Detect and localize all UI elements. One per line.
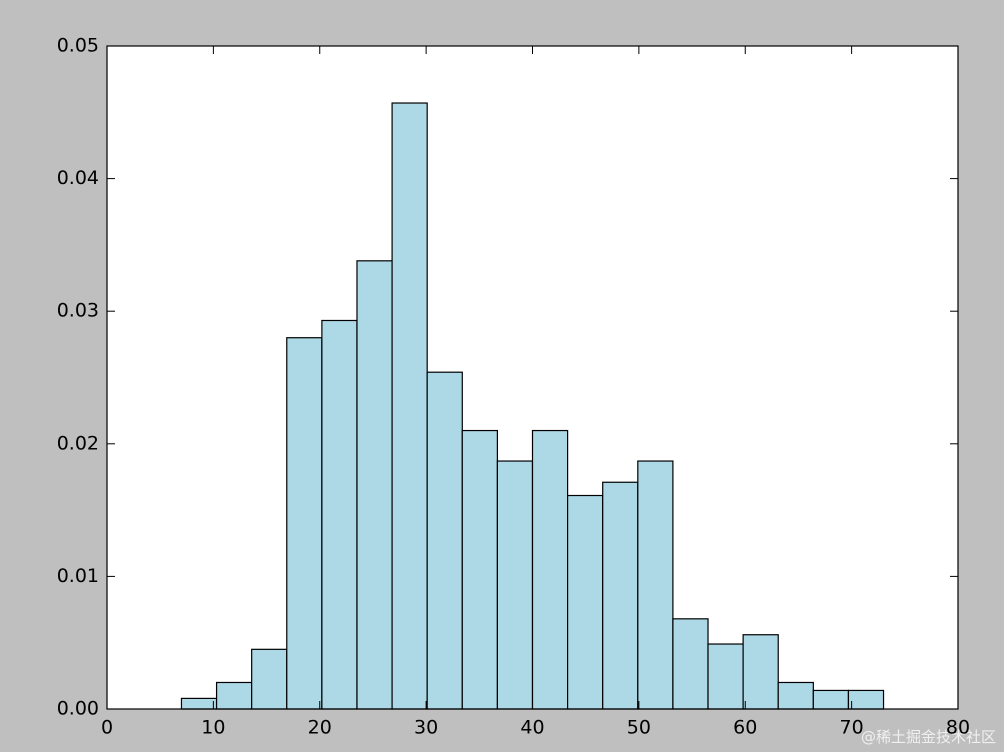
y-tick-label: 0.01 xyxy=(57,565,99,587)
x-tick-label: 60 xyxy=(733,717,757,739)
bar xyxy=(812,689,850,710)
bar xyxy=(637,460,674,710)
bar xyxy=(602,481,639,710)
y-tick-label: 0.02 xyxy=(57,432,99,454)
x-tick-label: 10 xyxy=(201,717,225,739)
bar xyxy=(461,429,498,710)
x-tick-label: 70 xyxy=(840,717,864,739)
bar xyxy=(777,681,814,710)
bar xyxy=(496,460,534,710)
bar xyxy=(672,618,709,710)
bar xyxy=(531,429,569,710)
y-tick-label: 0.00 xyxy=(57,698,99,720)
x-tick-label: 0 xyxy=(101,717,113,739)
x-tick-label: 80 xyxy=(946,717,970,739)
bar xyxy=(251,648,288,710)
bar xyxy=(707,643,744,710)
bar xyxy=(321,319,358,710)
bar xyxy=(847,689,885,710)
watermark: @稀土掘金技术社区 xyxy=(861,728,996,746)
bar xyxy=(391,102,428,710)
x-tick-label: 30 xyxy=(414,717,438,739)
bar xyxy=(742,634,779,710)
y-tick-label: 0.03 xyxy=(57,300,99,322)
bar xyxy=(426,371,463,710)
x-tick-label: 20 xyxy=(308,717,332,739)
bar xyxy=(286,337,323,710)
y-tick-label: 0.05 xyxy=(57,35,99,57)
x-tick-label: 50 xyxy=(627,717,651,739)
bar xyxy=(180,697,218,710)
bar xyxy=(356,260,393,710)
bar xyxy=(567,494,604,710)
x-tick-label: 40 xyxy=(520,717,544,739)
y-tick-label: 0.04 xyxy=(57,167,99,189)
bar xyxy=(215,681,253,710)
